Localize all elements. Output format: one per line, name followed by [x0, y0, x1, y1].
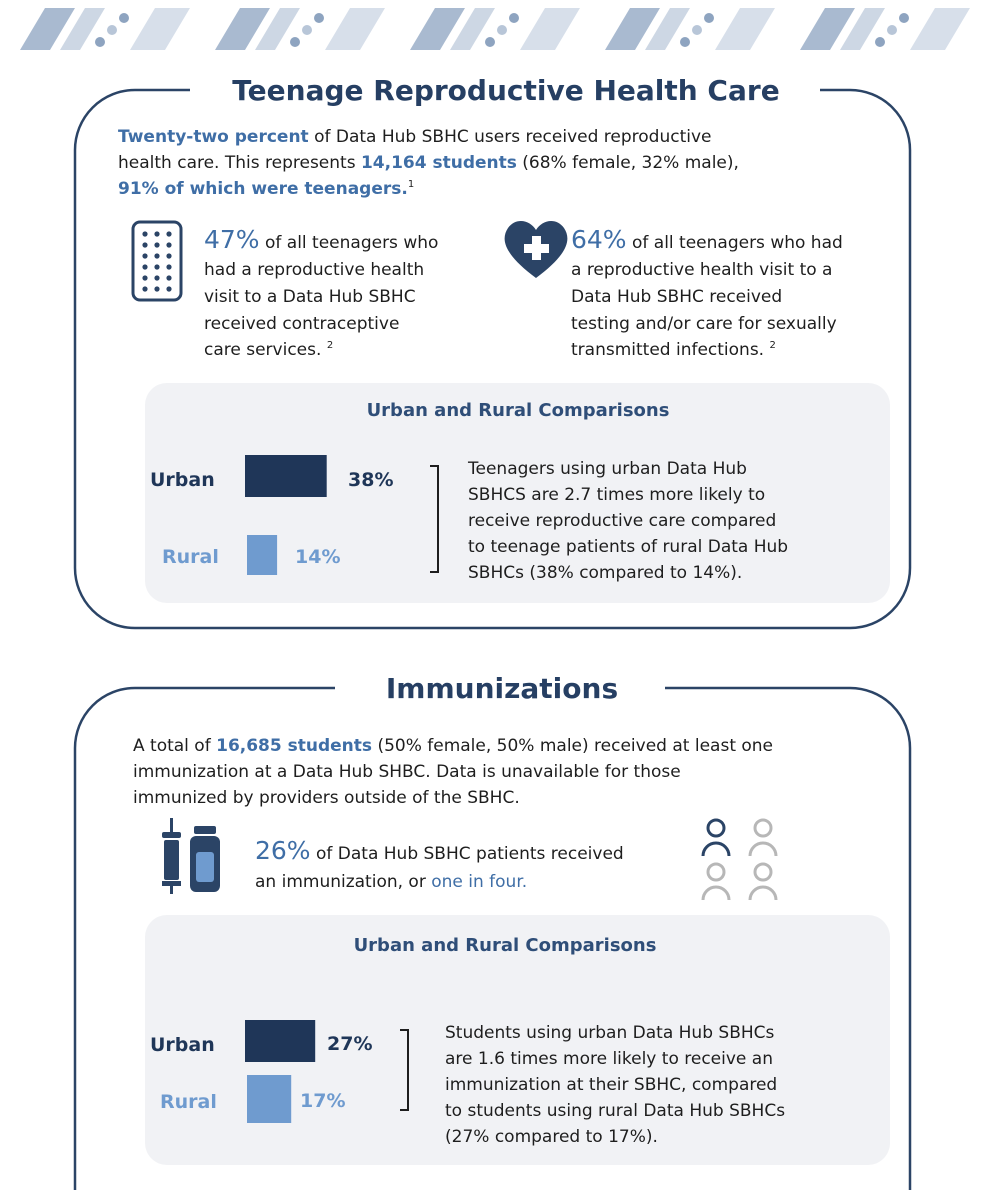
value-label: 17%	[300, 1090, 345, 1112]
people-icon	[703, 820, 776, 900]
stat-line: testing and/or care for sexually	[571, 314, 837, 334]
text: of all teenagers who had	[632, 233, 843, 253]
highlight: one in four.	[431, 872, 527, 892]
text: of Data Hub SBHC patients received	[316, 844, 624, 864]
stat-line: care services. 2	[204, 340, 333, 360]
stat-line: transmitted infections. 2	[571, 340, 776, 360]
stat-line: 64% of all teenagers who had	[571, 225, 843, 254]
text: A total of	[133, 736, 212, 756]
bar	[245, 455, 327, 497]
text: health care. This represents	[118, 153, 356, 173]
intro-line: Twenty-two percent of Data Hub SBHC user…	[118, 127, 712, 147]
header-decoration	[0, 0, 987, 55]
stat-line: Data Hub SBHC received	[571, 287, 782, 307]
intro-line: health care. This represents 14,164 stud…	[118, 153, 739, 173]
stat-value: 64%	[571, 225, 627, 254]
description-line: immunization at their SBHC, compared	[445, 1075, 777, 1095]
panel-title: Urban and Rural Comparisons	[367, 400, 670, 421]
section-title: Immunizations	[386, 672, 618, 705]
text: transmitted infections.	[571, 340, 764, 360]
intro-line: A total of 16,685 students (50% female, …	[133, 736, 773, 756]
footnote: 2	[770, 340, 776, 351]
category-label: Urban	[150, 469, 215, 491]
text: (68% female, 32% male),	[522, 153, 739, 173]
highlight: Twenty-two percent	[118, 127, 309, 147]
category-label: Urban	[150, 1034, 215, 1056]
pill-pack-icon	[133, 222, 181, 300]
heart-icon	[505, 221, 568, 278]
value-label: 14%	[295, 546, 340, 568]
intro-line: immunized by providers outside of the SB…	[133, 788, 520, 808]
highlight: 14,164 students	[361, 153, 517, 173]
description-line: to students using rural Data Hub SBHCs	[445, 1101, 785, 1121]
intro-line: immunization at a Data Hub SHBC. Data is…	[133, 762, 681, 782]
intro-line: 91% of which were teenagers.1	[118, 179, 414, 199]
bar	[245, 1020, 315, 1062]
highlight: 91% of which were teenagers.	[118, 179, 408, 199]
description-line: Teenagers using urban Data Hub	[467, 459, 747, 479]
stat-line: a reproductive health visit to a	[571, 260, 832, 280]
value-label: 27%	[327, 1033, 372, 1055]
text: an immunization, or	[255, 872, 426, 892]
section-title: Teenage Reproductive Health Care	[232, 74, 779, 107]
description-line: to teenage patients of rural Data Hub	[468, 537, 788, 557]
stat-line: visit to a Data Hub SBHC	[204, 287, 416, 307]
description-line: are 1.6 times more likely to receive an	[445, 1049, 773, 1069]
text: (50% female, 50% male) received at least…	[377, 736, 773, 756]
category-label: Rural	[162, 546, 219, 568]
stat-line: 26% of Data Hub SBHC patients received	[255, 836, 624, 865]
footnote: 1	[408, 179, 414, 190]
description-line: Students using urban Data Hub SBHCs	[445, 1023, 775, 1043]
category-label: Rural	[160, 1091, 217, 1113]
text: of all teenagers who	[265, 233, 438, 253]
footnote: 2	[327, 340, 333, 351]
stat-line: received contraceptive	[204, 314, 399, 334]
description-line: (27% compared to 17%).	[445, 1127, 658, 1147]
description-line: receive reproductive care compared	[468, 511, 776, 531]
bar	[247, 1075, 291, 1123]
vaccine-icon	[162, 818, 220, 894]
page: Teenage Reproductive Health Care Twenty-…	[0, 0, 987, 1190]
description-line: SBHCS are 2.7 times more likely to	[468, 485, 765, 505]
text: of Data Hub SBHC users received reproduc…	[314, 127, 711, 147]
stat-line: had a reproductive health	[204, 260, 424, 280]
description-line: SBHCs (38% compared to 14%).	[468, 563, 742, 583]
bar	[247, 535, 277, 575]
highlight: 16,685 students	[216, 736, 372, 756]
stat-line: 47% of all teenagers who	[204, 225, 438, 254]
panel-title: Urban and Rural Comparisons	[354, 935, 657, 956]
stat-value: 26%	[255, 836, 311, 865]
stat-value: 47%	[204, 225, 260, 254]
value-label: 38%	[348, 469, 393, 491]
text: care services.	[204, 340, 321, 360]
stat-line: an immunization, or one in four.	[255, 872, 527, 892]
